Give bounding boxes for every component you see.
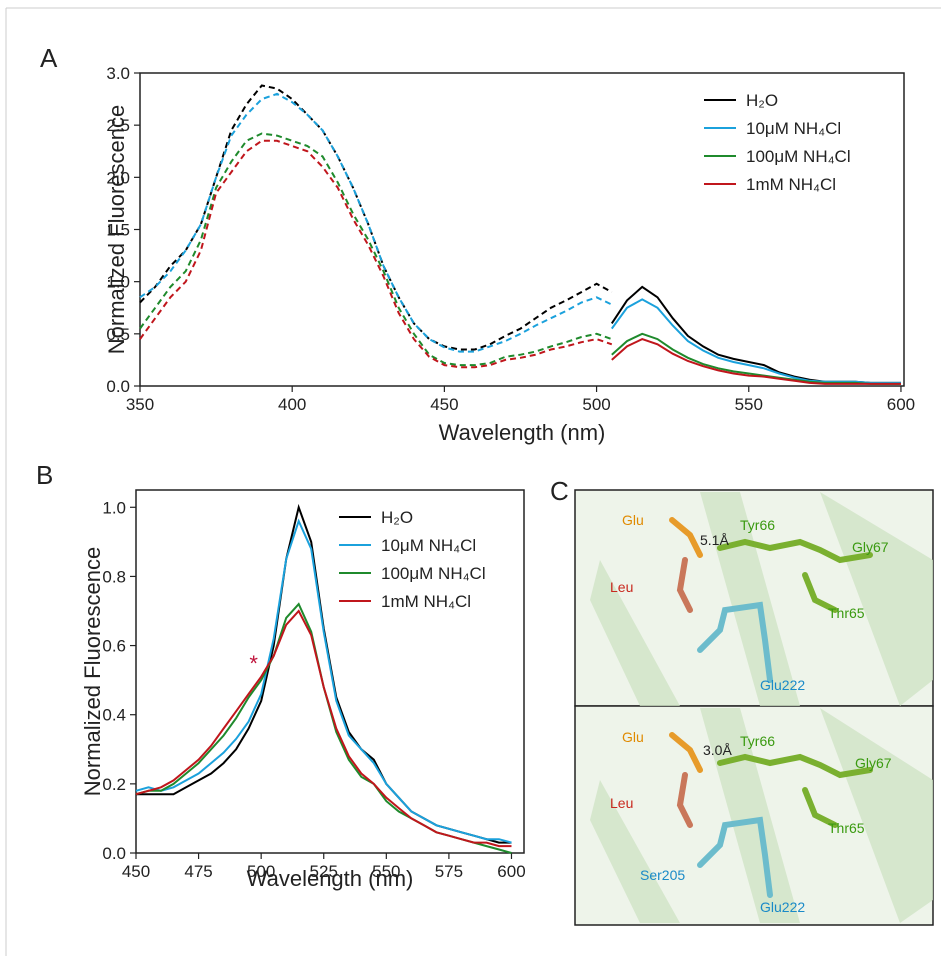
y-tick-label: 1.5: [106, 221, 130, 240]
y-tick-label: 0.0: [106, 377, 130, 396]
legend-label: 100μM NH₄Cl: [746, 147, 851, 166]
y-tick-label: 3.0: [106, 64, 130, 83]
residue-label: Glu: [622, 512, 644, 528]
y-tick-label: 0.6: [102, 637, 126, 656]
series-line: [139, 132, 613, 367]
residue-label: Tyr66: [740, 733, 775, 749]
x-tick-label: 450: [122, 862, 150, 881]
x-tick-label: 475: [184, 862, 212, 881]
ribbon-bottom: [590, 708, 933, 923]
sticks-bottom: [669, 732, 873, 898]
x-tick-label: 500: [247, 862, 275, 881]
x-tick-label: 400: [278, 395, 306, 414]
residue-label: Tyr66: [740, 517, 775, 533]
y-tick-label: 0.0: [102, 844, 126, 863]
legend-label: H₂O: [746, 91, 778, 110]
series-line: [136, 503, 512, 844]
ribbon-top: [590, 492, 933, 706]
y-tick-label: 1.0: [102, 498, 126, 517]
y-axis-title: Normalized Fluorescence: [80, 547, 105, 796]
y-tick-label: 0.5: [106, 325, 130, 344]
x-tick-label: 500: [582, 395, 610, 414]
distance-label: 3.0Å: [703, 742, 732, 758]
residue-label: Leu: [610, 795, 633, 811]
legend-label: 10μM NH₄Cl: [746, 119, 841, 138]
y-tick-label: 0.2: [102, 775, 126, 794]
structure-panel: C Glu 5.1Å Tyr66 Gly67 Leu Thr65 Glu222 …: [550, 476, 934, 926]
series-line: [135, 518, 512, 844]
series-line: [139, 139, 613, 369]
series-line: [610, 285, 901, 384]
distance-label: 5.1Å: [700, 532, 729, 548]
x-tick-label: 600: [887, 395, 915, 414]
y-tick-label: 1.0: [106, 273, 130, 292]
series-line: [139, 84, 613, 351]
plot-frame: [135, 489, 525, 854]
legend-label: H₂O: [381, 508, 413, 527]
y-tick-label: 0.8: [102, 567, 126, 586]
legend-label: 10μM NH₄Cl: [381, 536, 476, 555]
residue-label: Thr65: [828, 605, 865, 621]
residue-label: Gly67: [852, 539, 889, 555]
residue-label: Thr65: [828, 820, 865, 836]
y-tick-label: 2.0: [106, 168, 130, 187]
x-tick-label: 450: [430, 395, 458, 414]
residue-label: Gly67: [855, 755, 892, 771]
legend-label: 100μM NH₄Cl: [381, 564, 486, 583]
series-line: [135, 609, 512, 848]
series-line: [611, 338, 901, 385]
x-axis-title: Wavelength (nm): [247, 866, 414, 891]
y-axis-title: Normalized Fluorescence: [104, 105, 129, 354]
panel-label: A: [40, 43, 58, 73]
x-axis-title: Wavelength (nm): [439, 420, 606, 445]
panel-label: C: [550, 476, 569, 506]
x-tick-label: 350: [126, 395, 154, 414]
x-tick-label: 525: [310, 862, 338, 881]
legend-label: 1mM NH₄Cl: [746, 175, 836, 194]
legend-label: 1mM NH₄Cl: [381, 592, 471, 611]
y-tick-label: 2.5: [106, 116, 130, 135]
series-line: [610, 298, 901, 384]
x-tick-label: 550: [372, 862, 400, 881]
sticks-top: [669, 517, 873, 683]
residue-label: Leu: [610, 579, 633, 595]
residue-label: Glu: [622, 729, 644, 745]
x-tick-label: 550: [735, 395, 763, 414]
x-tick-label: 575: [435, 862, 463, 881]
series-line: [135, 602, 512, 854]
residue-label: Glu222: [760, 899, 805, 915]
y-tick-label: 0.4: [102, 706, 126, 725]
series-line: [139, 92, 613, 353]
panel-label: B: [36, 460, 53, 490]
x-tick-label: 600: [497, 862, 525, 881]
residue-label: Ser205: [640, 867, 685, 883]
annotation: *: [249, 651, 258, 676]
residue-label: Glu222: [760, 677, 805, 693]
